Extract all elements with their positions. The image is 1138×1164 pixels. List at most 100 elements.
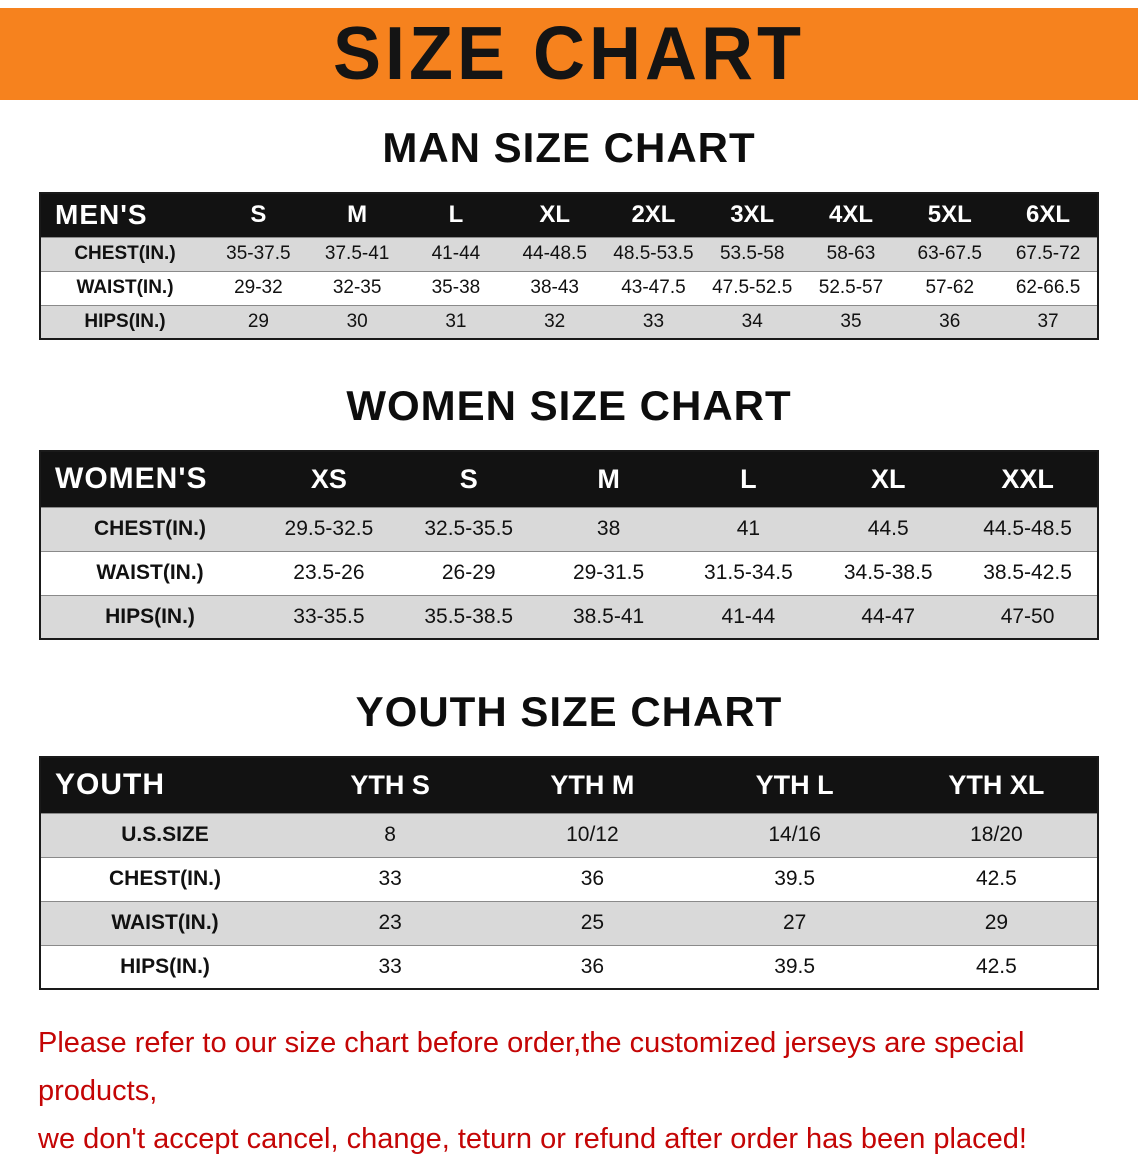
size-table: YOUTH YTH S YTH M YTH L YTH XL U.S.SIZE 8 10/12… <box>39 756 1099 990</box>
table-cell: 8 <box>384 823 396 846</box>
table-corner-label: YOUTH <box>55 768 165 802</box>
row-label: WAIST(IN.) <box>96 561 204 584</box>
table-cell: 10/12 <box>566 823 619 846</box>
men-size-table: MEN'S S M L XL 2XL 3XL 4XL 5XL 6XL CHEST(IN.) 35-37… <box>39 192 1099 340</box>
row-label: WAIST(IN.) <box>111 911 219 934</box>
youth-size-table: YOUTH YTH S YTH M YTH L YTH XL U.S.SIZE 8 10/12… <box>39 756 1099 990</box>
table-cell: 35 <box>840 310 862 332</box>
table-cell: 33 <box>378 954 402 978</box>
table-cell: 38-43 <box>530 277 579 298</box>
table-cell: 29 <box>247 310 269 332</box>
table-cell: 27 <box>782 911 807 934</box>
table-cell: 25 <box>580 911 605 934</box>
table-cell: 34 <box>741 310 763 332</box>
table-row: U.S.SIZE 8 10/12 14/16 18/20 <box>40 813 1098 857</box>
table-cell: 35.5-38.5 <box>424 604 514 628</box>
table-cell: 34.5-38.5 <box>843 561 933 584</box>
size-column-header: S <box>250 201 267 229</box>
table-cell: 39.5 <box>774 954 816 978</box>
size-column-header: L <box>740 463 757 494</box>
size-column-header: 2XL <box>631 201 676 229</box>
table-cell: 31.5-34.5 <box>704 561 793 584</box>
disclaimer-note: Please refer to our size chart before or… <box>38 1020 1100 1164</box>
table-cell: 43-47.5 <box>621 277 686 298</box>
size-column-header: 4XL <box>828 201 873 229</box>
table-cell: 44.5-48.5 <box>983 517 1072 540</box>
table-cell: 42.5 <box>975 867 1017 890</box>
size-column-header: YTH L <box>755 769 834 800</box>
size-column-header: XXL <box>1001 463 1054 494</box>
size-column-header: M <box>597 463 620 494</box>
table-row: WAIST(IN.) 23.5-26 26-29 29-31.5 31.5-34.5 34… <box>40 551 1098 595</box>
table-cell: 47.5-52.5 <box>712 277 793 298</box>
table-cell: 23.5-26 <box>293 561 365 584</box>
table-cell: 44.5 <box>867 517 909 540</box>
table-cell: 33 <box>642 310 665 332</box>
table-cell: 41-44 <box>431 243 481 264</box>
size-column-header: XS <box>310 463 347 494</box>
row-label: WAIST(IN.) <box>76 277 174 298</box>
table-cell: 53.5-58 <box>719 243 785 264</box>
size-column-header: 6XL <box>1026 201 1071 229</box>
youth-size-chart-heading: YOUTH SIZE CHART <box>355 688 783 735</box>
row-label: CHEST(IN.) <box>109 867 221 890</box>
table-cell: 32.5-35.5 <box>424 517 514 540</box>
table-cell: 30 <box>346 310 368 332</box>
women-size-chart-heading: WOMEN SIZE CHART <box>346 382 792 429</box>
row-label: HIPS(IN.) <box>105 604 195 628</box>
table-cell: 29.5-32.5 <box>284 517 374 540</box>
row-label: HIPS(IN.) <box>120 954 210 978</box>
table-cell: 35-37.5 <box>226 243 291 264</box>
table-cell: 33 <box>378 867 402 890</box>
table-cell: 29-31.5 <box>572 561 645 584</box>
table-cell: 29-32 <box>234 277 283 298</box>
table-cell: 29 <box>984 911 1009 934</box>
table-cell: 47-50 <box>1000 604 1055 628</box>
men-size-chart-heading: MAN SIZE CHART <box>382 124 756 171</box>
table-header-row: WOMEN'S XS S M L XL XXL <box>40 451 1098 507</box>
table-corner-label: MEN'S <box>55 199 148 231</box>
table-row: CHEST(IN.) 35-37.5 37.5-41 41-44 44-48.5 48.5… <box>40 237 1098 271</box>
size-column-header: YTH XL <box>948 769 1045 800</box>
table-cell: 38.5-42.5 <box>983 561 1072 584</box>
size-column-header: 5XL <box>927 201 972 229</box>
table-row: CHEST(IN.) 33 36 39.5 42.5 <box>40 857 1098 901</box>
size-column-header: M <box>347 201 368 229</box>
size-column-header: YTH M <box>550 769 635 800</box>
table-cell: 35-38 <box>431 277 481 298</box>
table-cell: 44-47 <box>861 604 916 628</box>
table-cell: 41 <box>736 517 761 540</box>
size-column-header: XL <box>870 463 906 494</box>
table-row: WAIST(IN.) 29-32 32-35 35-38 38-43 43-47.5 47.… <box>40 271 1098 305</box>
table-row: HIPS(IN.) 29 30 31 32 33 34 35 36 37 <box>40 305 1098 339</box>
table-cell: 63-67.5 <box>917 243 982 264</box>
size-table: WOMEN'S XS S M L XL XXL CHEST(IN.) 29.5-32.5 32.5… <box>39 450 1099 640</box>
table-cell: 33-35.5 <box>293 604 365 628</box>
table-cell: 32 <box>544 310 566 332</box>
table-cell: 37.5-41 <box>324 243 390 264</box>
table-cell: 36 <box>580 954 605 978</box>
table-cell: 58-63 <box>826 243 876 264</box>
table-corner-label: WOMEN'S <box>55 462 208 496</box>
table-cell: 18/20 <box>970 823 1023 846</box>
table-cell: 41-44 <box>721 604 776 628</box>
table-cell: 23 <box>378 911 402 934</box>
table-cell: 31 <box>445 310 467 332</box>
disclaimer-line-2: we don't accept cancel, change, teturn o… <box>38 1122 1027 1155</box>
table-header-row: YOUTH YTH S YTH M YTH L YTH XL <box>40 757 1098 813</box>
table-cell: 26-29 <box>441 561 496 584</box>
size-column-header: YTH S <box>350 769 430 800</box>
table-cell: 38 <box>596 517 621 540</box>
table-header-row: MEN'S S M L XL 2XL 3XL 4XL 5XL 6XL <box>40 193 1098 237</box>
row-label: U.S.SIZE <box>121 823 209 846</box>
table-cell: 32-35 <box>332 277 382 298</box>
size-table: MEN'S S M L XL 2XL 3XL 4XL 5XL 6XL CHEST(IN.) 35-37… <box>39 192 1099 340</box>
table-cell: 14/16 <box>768 823 821 846</box>
table-row: HIPS(IN.) 33 36 39.5 42.5 <box>40 945 1098 989</box>
row-label: CHEST(IN.) <box>94 517 206 540</box>
table-cell: 38.5-41 <box>572 604 645 628</box>
table-cell: 57-62 <box>925 277 975 298</box>
women-size-table: WOMEN'S XS S M L XL XXL CHEST(IN.) 29.5-32.5 32.5… <box>39 450 1099 640</box>
table-cell: 48.5-53.5 <box>613 243 694 264</box>
